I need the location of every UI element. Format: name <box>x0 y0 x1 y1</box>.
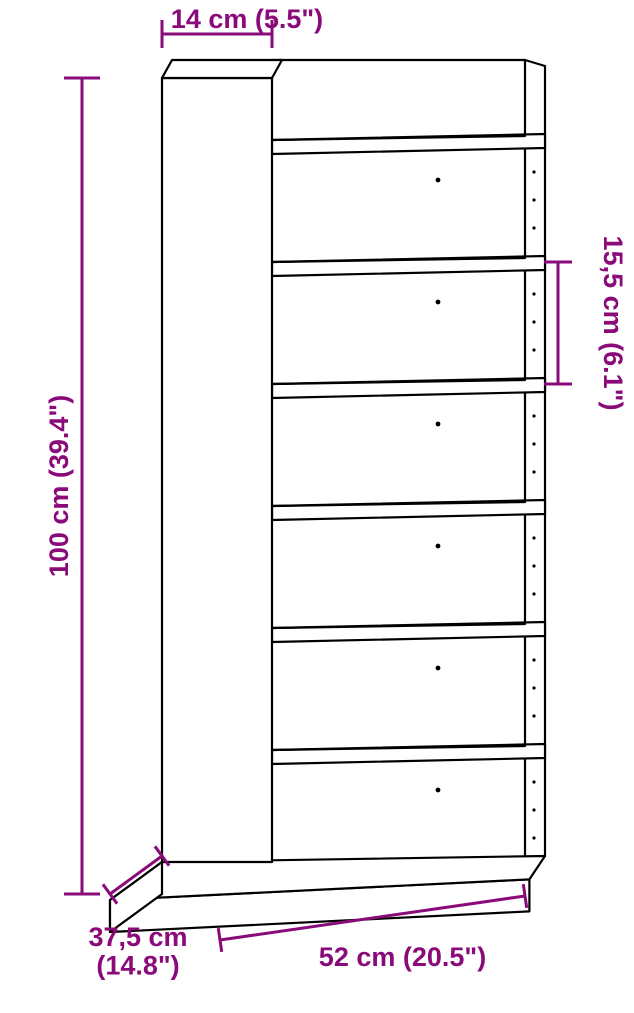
dim-label-height: 100 cm (39.4") <box>44 395 74 577</box>
dim-label-depth: 37,5 cm(14.8") <box>88 922 187 980</box>
dim-label-shelf-gap: 15,5 cm (6.1") <box>598 236 628 411</box>
cabinet-drawing <box>110 60 545 932</box>
dim-label-width: 52 cm (20.5") <box>319 942 486 972</box>
dim-label-panel-width: 14 cm (5.5") <box>171 4 323 34</box>
